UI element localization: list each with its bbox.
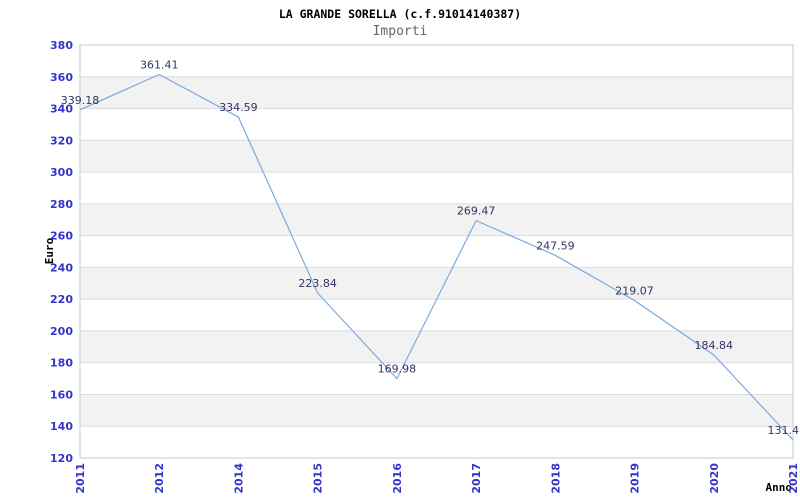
x-tick-label: 2015 bbox=[312, 463, 325, 494]
x-tick-label: 2017 bbox=[470, 463, 483, 494]
data-line bbox=[79, 73, 794, 441]
x-tick-label: 2019 bbox=[629, 463, 642, 494]
y-tick-label: 200 bbox=[50, 325, 73, 338]
point-label: 223.84 bbox=[298, 277, 337, 290]
x-tick-label: 2014 bbox=[232, 463, 245, 494]
point-label: 169.98 bbox=[378, 363, 417, 376]
x-tick-label: 2021 bbox=[787, 463, 800, 494]
y-tick-label: 260 bbox=[50, 230, 73, 243]
plot-border bbox=[79, 44, 794, 459]
y-tick-label: 120 bbox=[50, 452, 73, 465]
x-axis-title: Anno bbox=[765, 481, 793, 494]
grid-band bbox=[80, 267, 793, 300]
y-tick-label: 340 bbox=[50, 103, 73, 116]
x-tick-label: 2018 bbox=[549, 463, 562, 494]
point-label: 219.07 bbox=[615, 285, 654, 298]
x-tick-label: 2020 bbox=[708, 463, 721, 494]
y-tick-label: 360 bbox=[50, 71, 73, 84]
x-tick-label: 2011 bbox=[74, 463, 87, 494]
point-label: 184.84 bbox=[695, 339, 734, 352]
point-label: 339.18 bbox=[61, 94, 100, 107]
point-label: 269.47 bbox=[457, 205, 496, 218]
point-label: 131.4 bbox=[768, 424, 800, 437]
y-tick-label: 280 bbox=[50, 198, 73, 211]
y-tick-label: 320 bbox=[50, 134, 73, 147]
point-label: 247.59 bbox=[536, 239, 575, 252]
grid-band bbox=[80, 140, 793, 173]
grid-band bbox=[80, 330, 793, 363]
y-tick-label: 220 bbox=[50, 293, 73, 306]
grid-band bbox=[80, 76, 793, 109]
point-label: 361.41 bbox=[140, 59, 179, 72]
y-tick-label: 180 bbox=[50, 357, 73, 370]
x-tick-label: 2016 bbox=[391, 463, 404, 494]
y-tick-label: 160 bbox=[50, 388, 73, 401]
chart-subtitle: Importi bbox=[372, 24, 428, 39]
y-tick-label: 240 bbox=[50, 261, 73, 274]
y-tick-label: 380 bbox=[50, 39, 73, 52]
y-tick-label: 140 bbox=[50, 420, 73, 433]
grid-band bbox=[80, 203, 793, 236]
y-tick-label: 300 bbox=[50, 166, 73, 179]
point-label: 334.59 bbox=[219, 101, 258, 114]
chart-title: LA GRANDE SORELLA (c.f.91014140387) bbox=[278, 7, 522, 21]
x-tick-label: 2012 bbox=[153, 463, 166, 494]
grid-band bbox=[80, 394, 793, 427]
